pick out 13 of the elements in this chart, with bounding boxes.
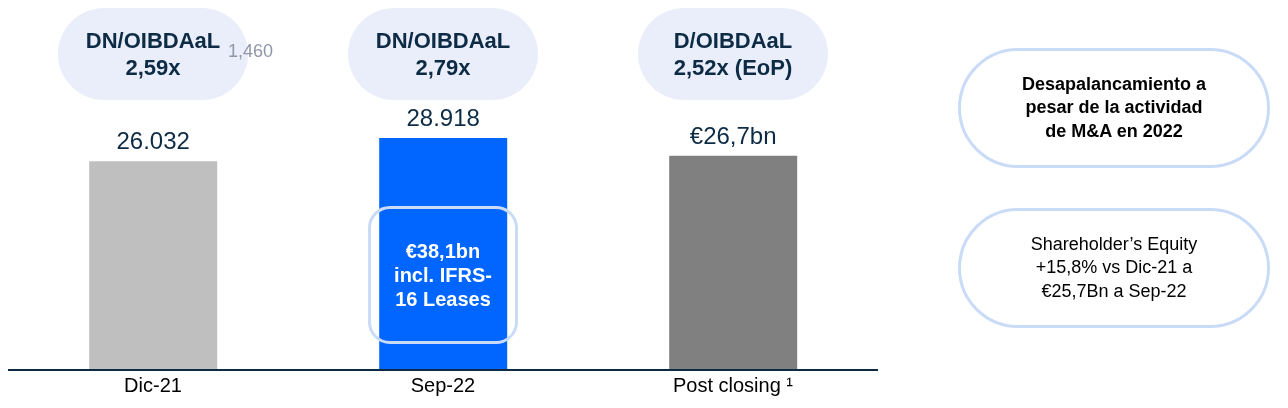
text: DN/OIBDAaL 2,79x — [348, 8, 538, 100]
x-tick-label: Sep-22 — [410, 374, 476, 397]
text: DN/OIBDAaL 2,59x — [85, 27, 221, 80]
annotation: €38,1bn incl. IFRS- 16 Leases — [368, 206, 518, 344]
x-tick-label: Post closing ¹ — [672, 374, 794, 397]
text: Desapalancamiento a pesar de la actividad de M&A en 2022 — [958, 48, 1270, 168]
text: D/OIBDAaL 2,52x (EoP) — [638, 8, 828, 100]
text: 1,460 — [228, 41, 274, 62]
data-label: 28.918 — [406, 104, 480, 131]
text: Shareholder’s Equity +15,8% vs Dic-21 a €25,7Bn a Sep-22 — [958, 208, 1270, 328]
data-label: 26.032 — [116, 127, 190, 155]
data-label: €26,7bn — [689, 121, 777, 149]
x-tick-label: Dic-21 — [124, 374, 182, 397]
